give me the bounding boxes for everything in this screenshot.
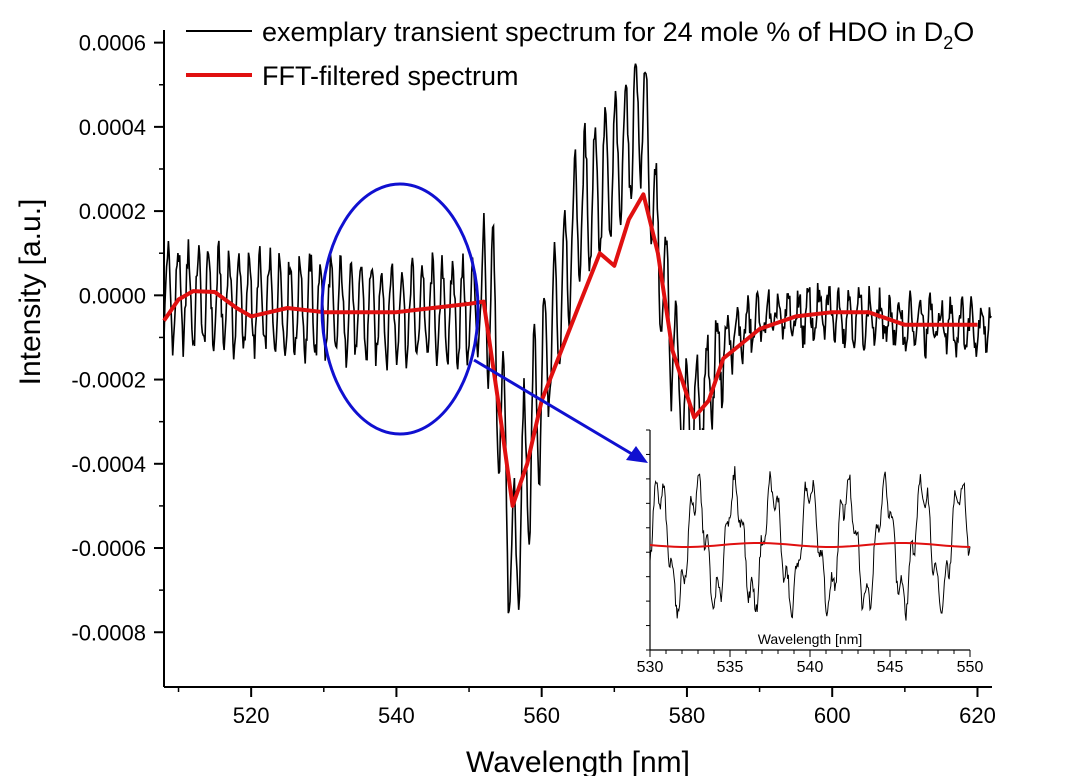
inset-x-tick-label: 545 (877, 659, 904, 676)
highlight-ellipse (320, 182, 480, 436)
x-ticks: 520 540 560 580 600 620 (177, 687, 996, 728)
y-ticks: 0.0006 0.0004 0.0002 0.0000 -0.0002 -0.0004 -0… (71, 31, 164, 645)
legend-label-filtered: FFT-filtered spectrum (262, 61, 519, 91)
series-raw-line (163, 63, 992, 614)
legend: exemplary transient spectrum for 24 mole… (186, 17, 974, 91)
y-tick-label: 0.0006 (79, 31, 146, 56)
inset-x-axis-title: Wavelength [nm] (758, 631, 863, 647)
y-tick-label: -0.0006 (71, 536, 146, 561)
x-axis-title: Wavelength [nm] (466, 746, 690, 776)
inset-filtered-line (649, 542, 971, 548)
y-tick-label: 0.0002 (79, 199, 146, 224)
x-tick-label: 600 (814, 703, 851, 728)
y-axis-title: Intensity [a.u.] (14, 199, 47, 386)
inset-chart: 530 535 540 545 550 Wavelength [nm] (637, 429, 984, 676)
inset-x-tick-label: 535 (717, 659, 744, 676)
legend-label-raw: exemplary transient spectrum for 24 mole… (262, 17, 974, 53)
series-layer (162, 63, 992, 614)
x-tick-label: 540 (378, 703, 415, 728)
x-tick-label: 620 (959, 703, 996, 728)
zoom-arrow (473, 358, 648, 463)
y-tick-label: 0.0000 (79, 283, 146, 308)
y-tick-label: -0.0008 (71, 620, 146, 645)
inset-x-tick-label: 530 (637, 659, 664, 676)
inset-raw-line (649, 466, 971, 621)
inset-background (650, 430, 970, 650)
y-tick-label: 0.0004 (79, 115, 146, 140)
y-tick-label: -0.0002 (71, 368, 146, 393)
x-tick-label: 580 (669, 703, 706, 728)
inset-x-tick-label: 550 (957, 659, 984, 676)
series-filtered-line (162, 192, 978, 508)
x-tick-label: 560 (523, 703, 560, 728)
inset-x-tick-label: 540 (797, 659, 824, 676)
y-tick-label: -0.0004 (71, 452, 146, 477)
x-tick-label: 520 (233, 703, 270, 728)
